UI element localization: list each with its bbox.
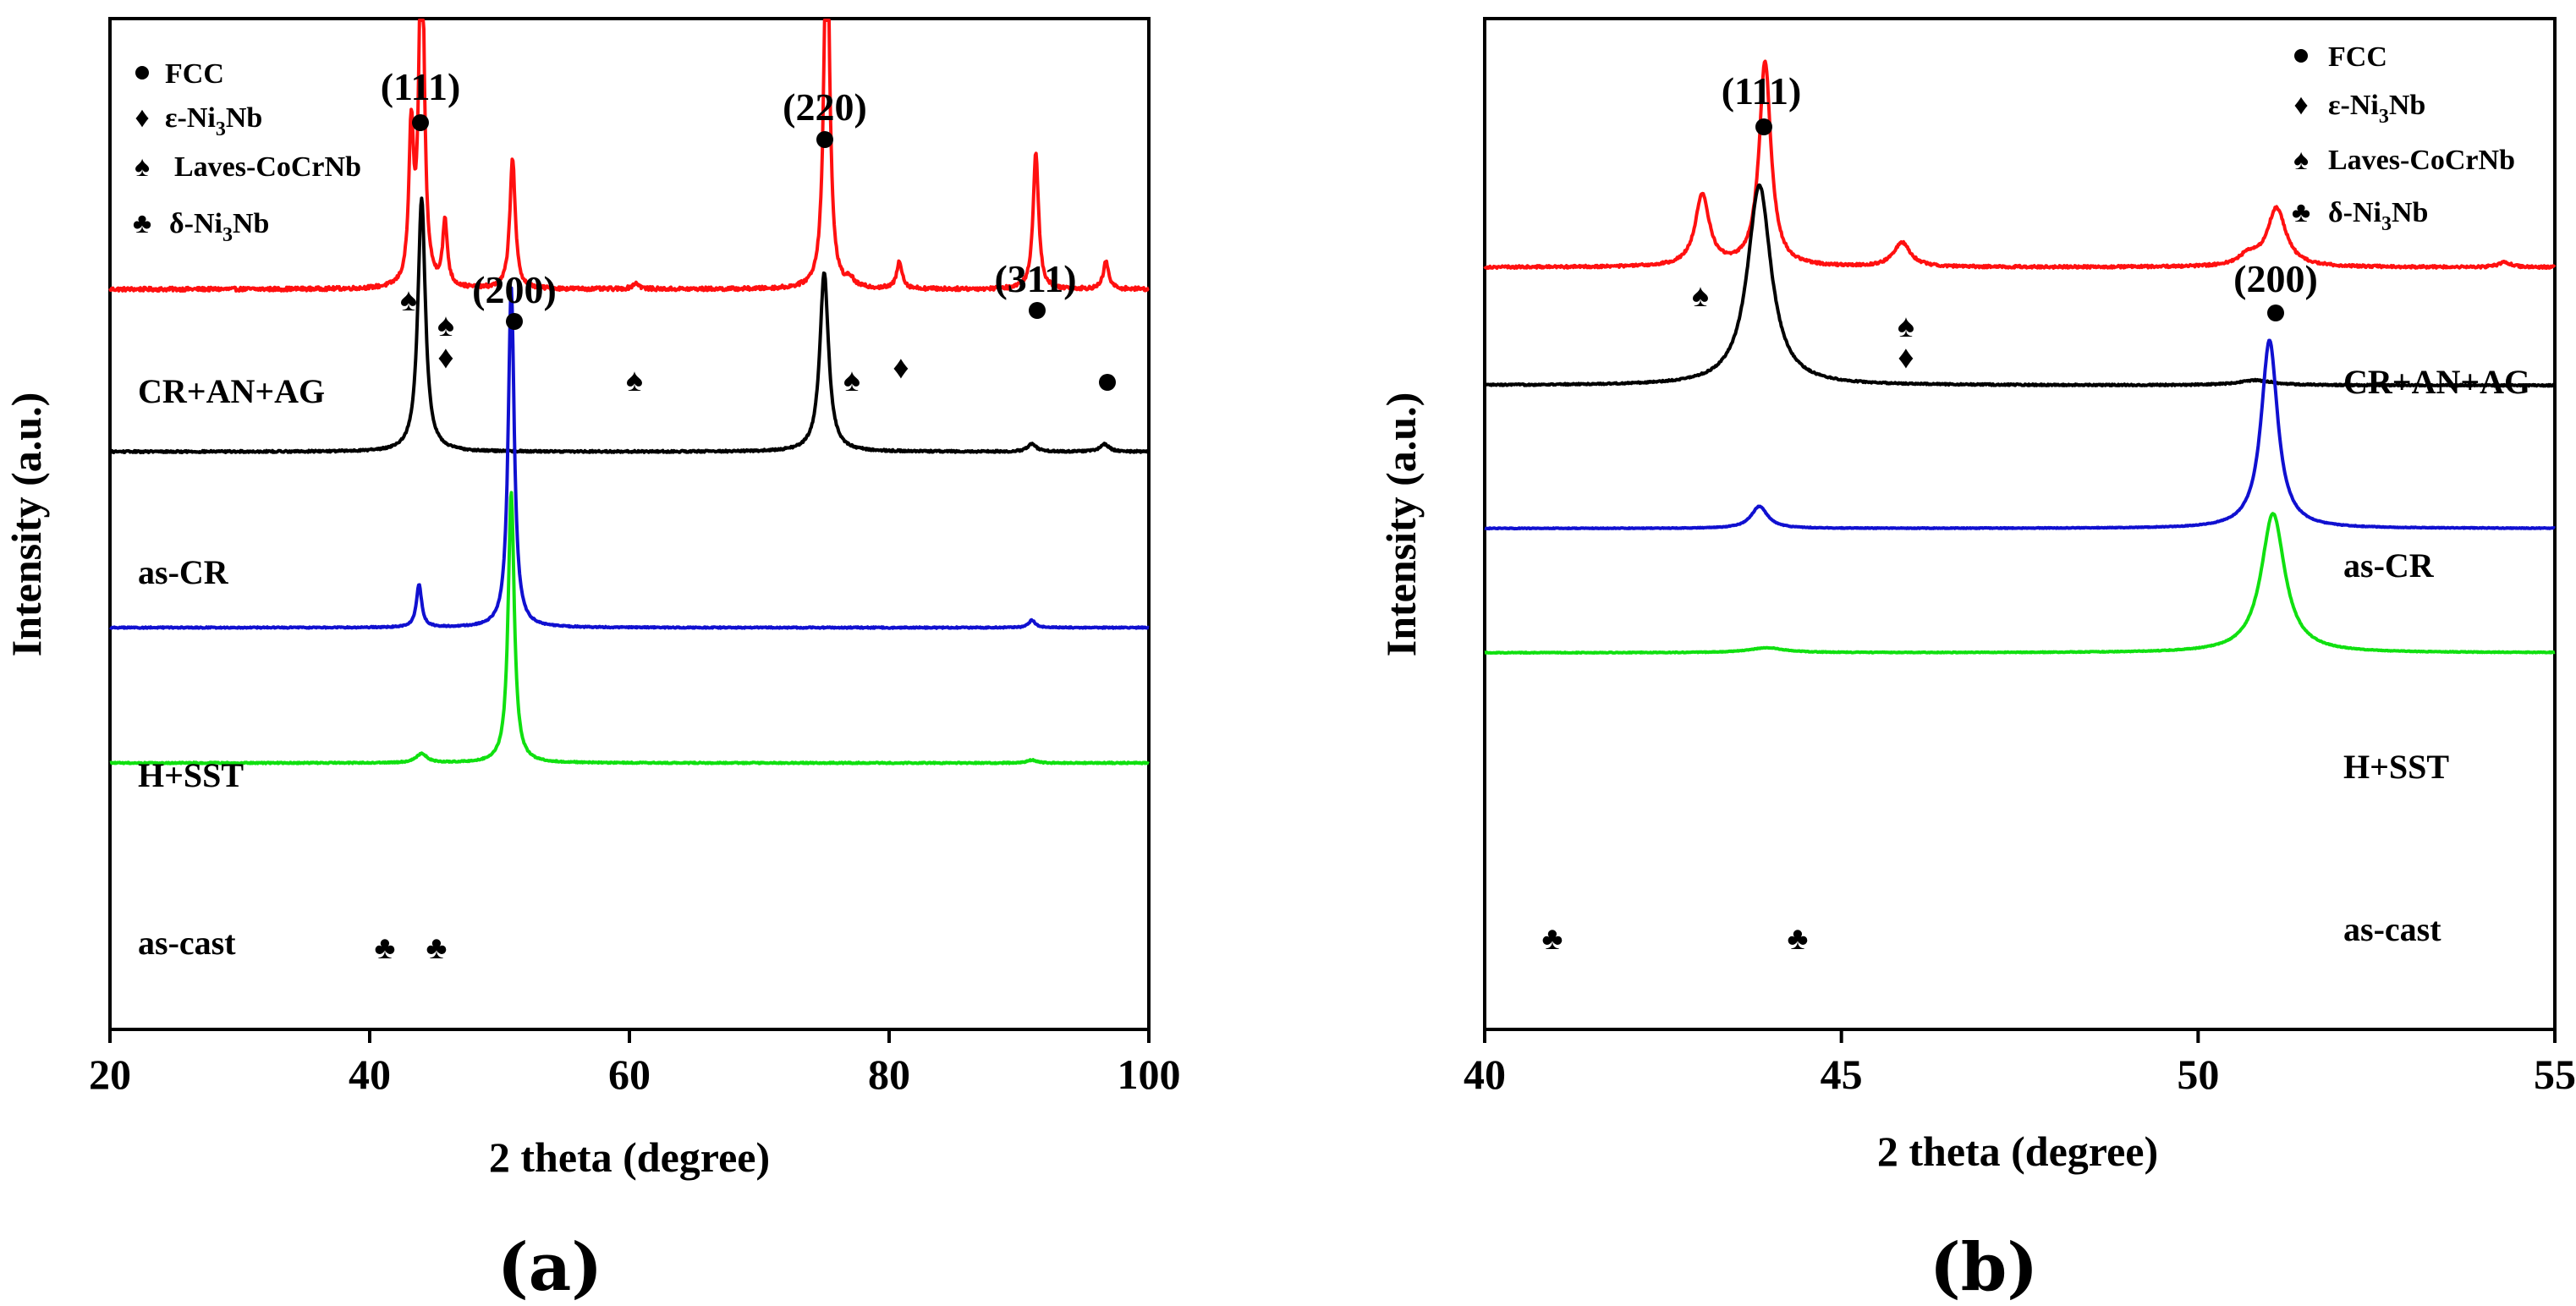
panel-a-phase-markers: ♠ ♠ ♦ ♠ ♠ ♦ ♣ ♣ — [375, 114, 1116, 966]
delta-ni3nb-marker: ♣ — [1542, 921, 1563, 957]
legend-laves-icon: ♠ — [2293, 145, 2309, 176]
panel-b-ticks: 40 45 50 55 — [1464, 1029, 2576, 1098]
panel-b-ylabel: Intensity (a.u.) — [1377, 392, 1425, 657]
trace-as-cr — [1483, 183, 2557, 388]
legend-fcc-icon — [135, 66, 149, 80]
laves-marker: ♠ — [1898, 309, 1914, 344]
legend-laves-icon: ♠ — [135, 151, 150, 183]
x-tick-label: 20 — [89, 1051, 131, 1098]
panel-b-label-as-cr: as-CR — [2343, 546, 2435, 584]
delta-ni3nb-marker: ♣ — [426, 930, 448, 966]
x-tick-label: 55 — [2534, 1051, 2576, 1098]
laves-marker: ♠ — [626, 363, 643, 398]
fcc-marker — [1755, 118, 1772, 135]
x-tick-label: 80 — [868, 1051, 910, 1098]
panel-a-traces — [108, 19, 1151, 765]
trace-cr-an-ag — [1483, 59, 2557, 270]
trace-h-sst — [108, 286, 1151, 630]
panel-a-peak-111: (111) — [381, 65, 461, 108]
panel-a-label-h-sst: H+SST — [138, 756, 244, 794]
laves-marker: ♠ — [843, 363, 860, 398]
fcc-marker — [412, 114, 429, 131]
panel-a-caption: (a) — [497, 1229, 602, 1306]
x-tick-label: 100 — [1118, 1051, 1181, 1098]
x-tick-label: 45 — [1821, 1051, 1863, 1098]
legend-fcc-text: FCC — [2328, 41, 2387, 73]
legend-laves-text: Laves-CoCrNb — [174, 151, 361, 183]
fcc-marker — [1099, 374, 1116, 391]
legend-laves-text: Laves-CoCrNb — [2328, 145, 2515, 176]
panel-b-peak-200: (200) — [2233, 257, 2318, 300]
panel-b-peak-111: (111) — [1722, 69, 1802, 112]
fcc-marker — [816, 131, 833, 148]
legend-eps-text: ε-Ni3Nb — [165, 102, 262, 140]
trace-as-cast — [108, 491, 1151, 765]
laves-marker: ♠ — [1692, 278, 1709, 314]
panel-a-ticks: 20 40 60 80 100 — [89, 1029, 1181, 1098]
legend-delta-text-b: Nb — [2392, 197, 2428, 228]
laves-marker: ♠ — [437, 308, 454, 343]
panel-a-legend: FCC ♦ ε-Ni3Nb ♠ Laves-CoCrNb ♣ δ-Ni3Nb — [133, 58, 361, 246]
panel-b-label-h-sst: H+SST — [2343, 748, 2449, 786]
legend-eps-text-b: Nb — [226, 102, 262, 134]
legend-delta-sub: 3 — [2381, 213, 2392, 235]
legend-delta-text: δ-Ni3Nb — [169, 208, 269, 246]
eps-ni3nb-marker: ♦ — [437, 340, 453, 376]
trace-h-sst — [1483, 338, 2557, 531]
fcc-marker — [1029, 302, 1046, 319]
trace-cr-an-ag — [108, 19, 1151, 293]
panel-a-label-cr-an-ag: CR+AN+AG — [138, 372, 325, 410]
legend-delta-sub: 3 — [222, 224, 233, 246]
panel-b-traces — [1483, 59, 2557, 655]
panel-b-xlabel: 2 theta (degree) — [1877, 1128, 2158, 1175]
panel-a-peak-200: (200) — [472, 268, 557, 311]
x-tick-label: 50 — [2177, 1051, 2219, 1098]
legend-eps-sub: 3 — [216, 118, 226, 140]
fcc-marker — [506, 313, 523, 330]
legend-delta-text-b: Nb — [233, 208, 269, 239]
panel-a: 20 40 60 80 100 2 theta (degree) Intensity (… — [3, 17, 1181, 1306]
eps-ni3nb-marker: ♦ — [893, 350, 909, 386]
legend-eps-text: ε-Ni3Nb — [2328, 90, 2425, 128]
legend-eps-icon: ♦ — [135, 102, 149, 134]
legend-eps-sub: 3 — [2379, 106, 2389, 128]
delta-ni3nb-marker: ♣ — [1788, 921, 1809, 957]
legend-eps-text-a: ε-Ni — [165, 102, 216, 134]
legend-delta-icon: ♣ — [133, 208, 151, 239]
trace-as-cast — [1483, 512, 2557, 655]
panel-a-label-as-cast: as-cast — [138, 924, 236, 962]
panel-a-peak-311: (311) — [994, 257, 1076, 300]
legend-delta-text: δ-Ni3Nb — [2328, 197, 2428, 235]
fcc-marker — [2267, 305, 2284, 321]
delta-ni3nb-marker: ♣ — [375, 930, 396, 966]
laves-marker: ♠ — [400, 283, 417, 318]
panel-a-ylabel: Intensity (a.u.) — [3, 392, 50, 657]
x-tick-label: 40 — [349, 1051, 391, 1098]
trace-as-cr — [108, 196, 1151, 454]
legend-eps-text-b: Nb — [2389, 90, 2425, 121]
legend-eps-icon: ♦ — [2293, 90, 2308, 121]
eps-ni3nb-marker: ♦ — [1898, 340, 1914, 376]
panel-b: 40 45 50 55 2 theta (degree) Intensity (a.u… — [1377, 17, 2576, 1306]
legend-delta-icon: ♣ — [2292, 197, 2310, 228]
legend-delta-text-a: δ-Ni — [169, 208, 222, 239]
panel-a-peak-220: (220) — [783, 85, 867, 129]
panel-a-xlabel: 2 theta (degree) — [489, 1133, 770, 1181]
legend-fcc-icon — [2294, 49, 2308, 63]
panel-b-frame — [1483, 17, 2557, 1031]
x-tick-label: 60 — [608, 1051, 651, 1098]
legend-delta-text-a: δ-Ni — [2328, 197, 2381, 228]
panel-b-label-cr-an-ag: CR+AN+AG — [2343, 363, 2530, 401]
panel-b-caption: (b) — [1930, 1229, 2038, 1306]
legend-eps-text-a: ε-Ni — [2328, 90, 2379, 121]
legend-fcc-text: FCC — [165, 58, 224, 90]
panel-a-label-as-cr: as-CR — [138, 553, 229, 591]
x-tick-label: 40 — [1464, 1051, 1506, 1098]
panel-b-phase-markers: ♠ ♠ ♦ ♣ ♣ — [1542, 118, 2284, 957]
panel-b-label-as-cast: as-cast — [2343, 910, 2441, 948]
panel-b-legend: FCC ♦ ε-Ni3Nb ♠ Laves-CoCrNb ♣ δ-Ni3Nb — [2292, 41, 2515, 235]
